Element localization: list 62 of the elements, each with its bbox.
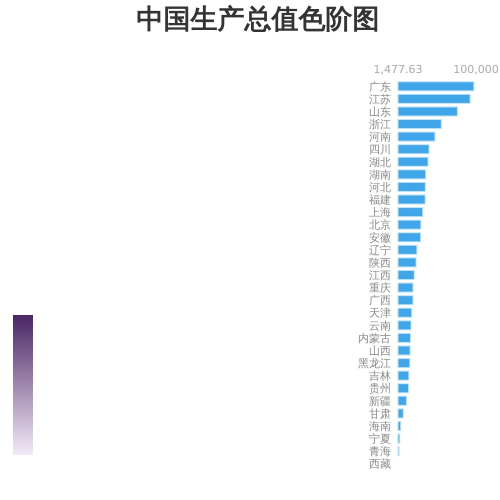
x-tick-label: 100,000 bbox=[453, 63, 499, 76]
y-tick-label: 北京 bbox=[369, 218, 391, 232]
y-tick-label: 四川 bbox=[369, 143, 391, 156]
bar bbox=[398, 182, 426, 192]
y-tick-label: 陕西 bbox=[369, 256, 391, 270]
bar bbox=[398, 220, 422, 230]
bar bbox=[398, 383, 410, 394]
y-tick-label: 湖北 bbox=[369, 156, 391, 169]
bar bbox=[398, 270, 415, 280]
bar bbox=[398, 106, 458, 116]
y-tick-label: 黑龙江 bbox=[358, 357, 391, 370]
bar bbox=[398, 370, 410, 381]
bar bbox=[398, 358, 410, 368]
bar bbox=[398, 94, 471, 104]
bar bbox=[398, 244, 418, 255]
y-tick-label: 广西 bbox=[369, 294, 391, 308]
y-tick-label: 福建 bbox=[369, 194, 391, 207]
y-tick-label: 河南 bbox=[369, 130, 391, 144]
y-tick-label: 江西 bbox=[369, 269, 391, 282]
bar bbox=[398, 119, 442, 130]
y-tick-label: 吉林 bbox=[369, 370, 391, 383]
y-tick-label: 山西 bbox=[369, 344, 391, 358]
bar bbox=[398, 132, 436, 142]
chart-title: 中国生产总值色阶图 bbox=[136, 4, 380, 35]
bar bbox=[398, 257, 417, 268]
y-tick-label: 宁夏 bbox=[369, 432, 391, 446]
y-tick-label: 辽宁 bbox=[369, 244, 391, 257]
bar bbox=[398, 81, 474, 92]
y-tick-label: 上海 bbox=[369, 206, 391, 220]
bar bbox=[398, 156, 429, 167]
x-tick-label: 1,477.63 bbox=[374, 63, 422, 76]
y-tick-label: 安徽 bbox=[369, 231, 391, 244]
y-tick-label: 河北 bbox=[369, 180, 391, 194]
bar bbox=[398, 408, 404, 418]
y-tick-label: 内蒙古 bbox=[358, 332, 391, 345]
y-tick-label: 湖南 bbox=[369, 168, 391, 182]
y-tick-label: 江苏 bbox=[369, 92, 391, 106]
bar bbox=[398, 308, 412, 318]
y-tick-label: 甘肃 bbox=[369, 407, 391, 420]
bar bbox=[398, 332, 412, 343]
y-tick-label: 云南 bbox=[369, 319, 391, 332]
bar bbox=[398, 345, 411, 356]
y-tick-label: 广东 bbox=[369, 80, 391, 94]
bar bbox=[398, 207, 424, 218]
bar bbox=[398, 396, 407, 406]
y-tick-label: 山东 bbox=[369, 105, 391, 118]
bar bbox=[398, 420, 402, 431]
y-tick-label: 浙江 bbox=[369, 118, 391, 132]
y-tick-label: 青海 bbox=[369, 445, 391, 458]
bar bbox=[398, 282, 414, 293]
y-tick-label: 新疆 bbox=[369, 394, 391, 408]
y-tick-label: 天津 bbox=[369, 306, 391, 320]
bar bbox=[398, 320, 412, 330]
bar bbox=[398, 295, 414, 306]
bar bbox=[398, 232, 422, 242]
bar bbox=[398, 194, 426, 205]
y-tick-label: 西藏 bbox=[369, 458, 391, 471]
y-tick-label: 重庆 bbox=[369, 282, 391, 295]
bar bbox=[398, 169, 426, 180]
y-tick-label: 海南 bbox=[369, 420, 391, 433]
y-tick-label: 贵州 bbox=[369, 382, 391, 396]
bar bbox=[398, 144, 430, 154]
